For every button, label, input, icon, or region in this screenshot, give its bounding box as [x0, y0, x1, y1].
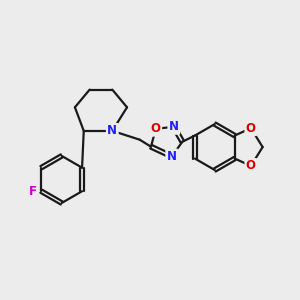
Text: O: O: [246, 159, 256, 172]
Text: N: N: [167, 150, 177, 163]
Text: O: O: [151, 122, 161, 135]
Text: O: O: [246, 122, 256, 135]
Text: N: N: [107, 124, 117, 137]
Text: N: N: [169, 120, 179, 134]
Text: F: F: [29, 185, 37, 198]
